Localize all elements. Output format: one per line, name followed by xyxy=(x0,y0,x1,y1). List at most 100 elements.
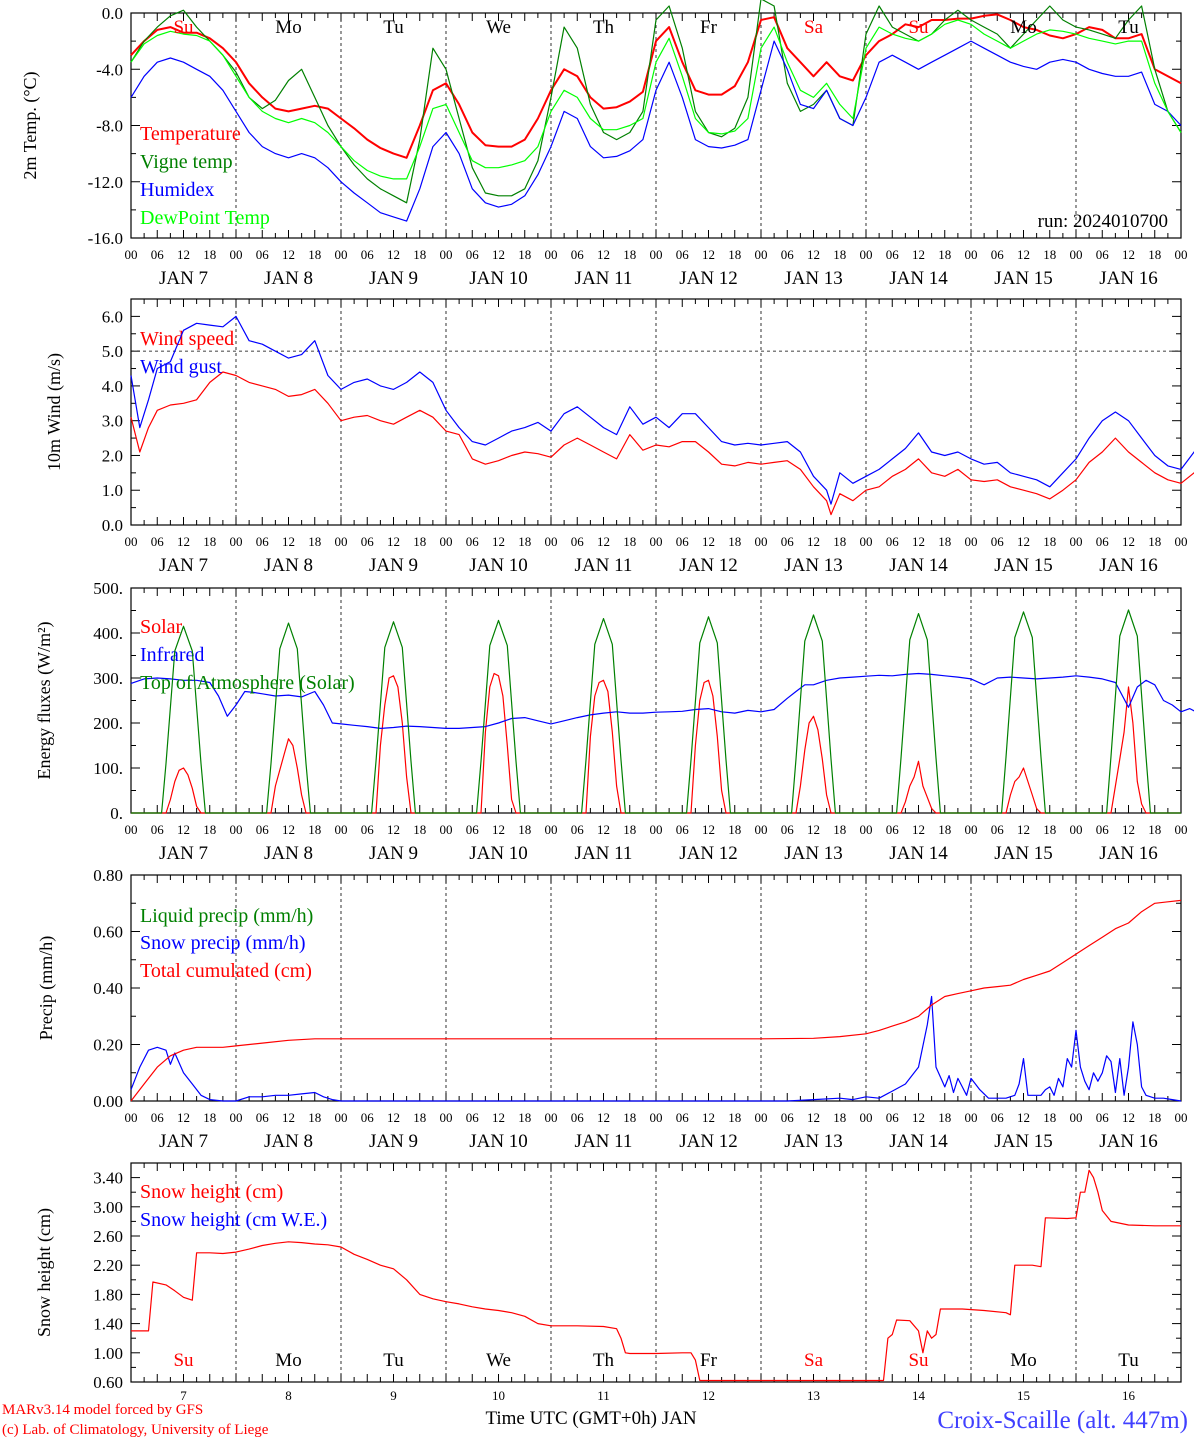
hour-tick-label: 06 xyxy=(466,1110,480,1125)
legend-entry: Wind speed xyxy=(140,328,234,350)
credit-line-1: MARv3.14 model forced by GFS xyxy=(2,1402,203,1418)
hour-tick-label: 00 xyxy=(650,247,663,262)
series-line-temperature xyxy=(130,13,1182,159)
station-name: Croix-Scaille (alt. 447m) xyxy=(937,1407,1188,1434)
hour-tick-label: 06 xyxy=(571,534,585,549)
hour-tick-label: 06 xyxy=(676,1110,690,1125)
y-tick-label: 5.0 xyxy=(102,342,123,361)
day-label: JAN 8 xyxy=(264,843,313,864)
hour-tick-label: 18 xyxy=(833,534,846,549)
hour-tick-label: 18 xyxy=(623,1110,636,1125)
hour-tick-label: 00 xyxy=(965,1110,978,1125)
legend-entry: Snow height (cm) xyxy=(140,1181,283,1203)
hour-tick-label: 00 xyxy=(965,534,978,549)
weekday-label: Su xyxy=(173,1350,194,1371)
hour-tick-label: 06 xyxy=(676,534,690,549)
day-label: JAN 16 xyxy=(1099,268,1158,289)
hour-tick-label: 00 xyxy=(125,822,138,837)
hour-tick-label: 12 xyxy=(912,247,925,262)
day-label: JAN 10 xyxy=(469,268,528,289)
day-label: JAN 12 xyxy=(679,268,738,289)
weekday-label: Th xyxy=(593,17,615,38)
hour-tick-label: 18 xyxy=(308,534,321,549)
hour-tick-label: 12 xyxy=(702,1110,715,1125)
hour-tick-label: 12 xyxy=(1122,822,1135,837)
hour-tick-label: 12 xyxy=(1017,822,1030,837)
hour-tick-label: 18 xyxy=(308,822,321,837)
hour-tick-label: 12 xyxy=(702,534,715,549)
hour-tick-label: 18 xyxy=(203,822,216,837)
day-label: JAN 14 xyxy=(889,843,948,864)
hour-tick-label: 18 xyxy=(518,534,531,549)
y-tick-label: 3.00 xyxy=(93,1198,123,1217)
weekday-label: Fr xyxy=(700,1350,718,1371)
hour-tick-label: 12 xyxy=(387,247,400,262)
hour-tick-label: 06 xyxy=(886,1110,900,1125)
hour-tick-label: 06 xyxy=(781,1110,795,1125)
hour-tick-label: 00 xyxy=(755,1110,768,1125)
day-number-label: 12 xyxy=(702,1388,715,1403)
weekday-label: Su xyxy=(908,17,929,38)
y-axis-label: Precip (mm/h) xyxy=(36,936,57,1040)
y-tick-label: -8.0 xyxy=(96,117,123,136)
legend-entry: Vigne temp xyxy=(140,151,233,173)
y-tick-label: 1.80 xyxy=(93,1285,123,1304)
run-annotation: run: 2024010700 xyxy=(1038,211,1168,232)
hour-tick-label: 00 xyxy=(335,534,348,549)
hour-tick-label: 18 xyxy=(413,822,426,837)
hour-tick-label: 18 xyxy=(308,1110,321,1125)
day-label: JAN 14 xyxy=(889,268,948,289)
hour-tick-label: 12 xyxy=(1122,534,1135,549)
hour-tick-label: 12 xyxy=(1017,1110,1030,1125)
hour-tick-label: 18 xyxy=(1148,822,1161,837)
hour-tick-label: 00 xyxy=(125,247,138,262)
weekday-label: We xyxy=(486,1350,511,1371)
hour-tick-label: 00 xyxy=(230,247,243,262)
weekday-label: Mo xyxy=(275,1350,301,1371)
hour-tick-label: 12 xyxy=(807,534,820,549)
legend-entry: Infrared xyxy=(140,644,204,666)
legend-entry: Snow height (cm W.E.) xyxy=(140,1209,327,1231)
day-number-label: 10 xyxy=(492,1388,505,1403)
hour-tick-label: 18 xyxy=(1043,247,1056,262)
y-tick-label: 1.0 xyxy=(102,481,123,500)
day-label: JAN 13 xyxy=(784,555,843,576)
hour-tick-label: 06 xyxy=(991,247,1005,262)
y-tick-label: 200. xyxy=(93,714,123,733)
y-tick-label: 400. xyxy=(93,624,123,643)
weekday-label: Fr xyxy=(700,17,718,38)
day-label: JAN 16 xyxy=(1099,555,1158,576)
hour-tick-label: 12 xyxy=(492,1110,505,1125)
hour-tick-label: 12 xyxy=(702,247,715,262)
hour-tick-label: 18 xyxy=(203,247,216,262)
day-label: JAN 9 xyxy=(369,1131,418,1152)
y-tick-label: 500. xyxy=(93,579,123,598)
hour-tick-label: 18 xyxy=(728,822,741,837)
hour-tick-label: 06 xyxy=(991,822,1005,837)
day-number-label: 13 xyxy=(807,1388,820,1403)
hour-tick-label: 06 xyxy=(1096,1110,1110,1125)
weekday-label: Sa xyxy=(804,17,824,38)
legend-entry: Solar xyxy=(140,616,183,638)
hour-tick-label: 18 xyxy=(518,822,531,837)
y-tick-label: 0.60 xyxy=(93,923,123,942)
hour-tick-label: 06 xyxy=(1096,822,1110,837)
hour-tick-label: 00 xyxy=(440,534,453,549)
series-line-wind-speed xyxy=(130,371,1194,516)
y-tick-label: 1.40 xyxy=(93,1315,123,1334)
hour-tick-label: 06 xyxy=(781,247,795,262)
hour-tick-label: 12 xyxy=(1017,534,1030,549)
hour-tick-label: 06 xyxy=(361,247,375,262)
legend-entry: Wind gust xyxy=(140,356,222,378)
hour-tick-label: 00 xyxy=(1175,822,1188,837)
y-tick-label: -16.0 xyxy=(88,229,123,248)
weekday-label: Mo xyxy=(275,17,301,38)
hour-tick-label: 06 xyxy=(676,247,690,262)
hour-tick-label: 18 xyxy=(938,1110,951,1125)
series-line-top-of-atmosphere-solar- xyxy=(131,609,1181,814)
hour-tick-label: 12 xyxy=(912,822,925,837)
weekday-label: Tu xyxy=(1118,17,1139,38)
hour-tick-label: 06 xyxy=(676,822,690,837)
weekday-label: Th xyxy=(593,1350,615,1371)
hour-tick-label: 06 xyxy=(886,822,900,837)
